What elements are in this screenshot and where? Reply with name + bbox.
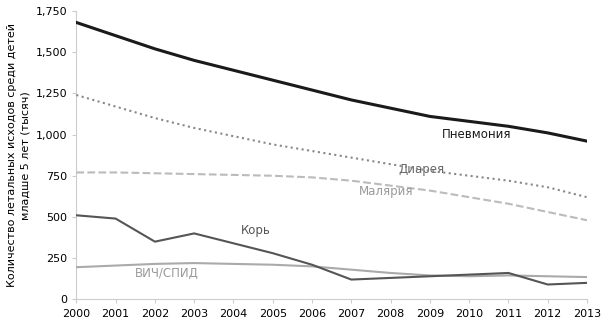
- Text: Малярия: Малярия: [359, 185, 413, 198]
- Y-axis label: Количество летальных исходов среди детей
младше 5 лет (тысяч): Количество летальных исходов среди детей…: [7, 23, 30, 287]
- Text: Диарея: Диарея: [398, 163, 444, 176]
- Text: Пневмония: Пневмония: [441, 128, 511, 141]
- Text: Корь: Корь: [241, 224, 271, 237]
- Text: ВИЧ/СПИД: ВИЧ/СПИД: [135, 267, 199, 280]
